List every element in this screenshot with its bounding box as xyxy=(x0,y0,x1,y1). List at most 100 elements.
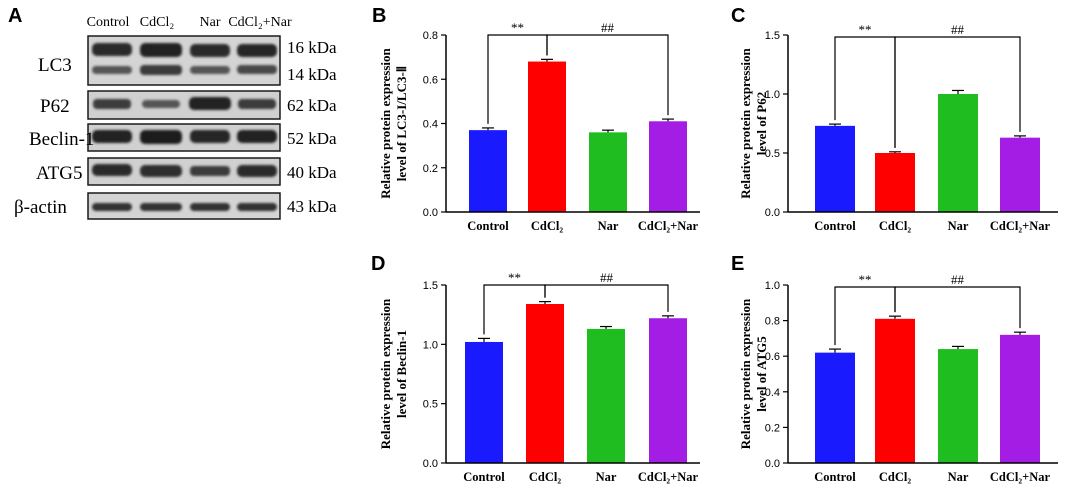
chart-b-y-tick-label-0: 0.0 xyxy=(423,207,438,219)
panel-a: A Control CdCl₂ Nar CdCl₂+Nar LC3 16 kDa… xyxy=(8,5,337,220)
chart-d-y-tick-label-1: 0.5 xyxy=(423,399,438,411)
chart-b-category-label-0: Control xyxy=(467,219,509,233)
chart-b-y-axis-label-line-1: level of LC3-I/LC3-Ⅱ xyxy=(394,66,409,181)
chart-e-category-label-3: CdCl₂+Nar xyxy=(990,470,1051,484)
chart-e-category-label-0: Control xyxy=(814,470,856,484)
panel-letter-b: B xyxy=(372,5,386,27)
chart-c-y-axis-label-line-0: Relative protein expression xyxy=(738,48,753,199)
kda-label-p62: 62 kDa xyxy=(287,96,337,115)
chart-b-bar-0 xyxy=(469,130,507,212)
chart-c-category-label-3: CdCl₂+Nar xyxy=(990,219,1051,233)
protein-label-lc3: LC3 xyxy=(38,55,72,76)
kda-label-lc3-14: 14 kDa xyxy=(287,65,337,84)
lane-label-control: Control xyxy=(87,15,130,30)
panel-letter-d: D xyxy=(371,253,385,275)
panel-b-lc3-chart: B Control CdCl₂ Nar CdCl₂+Nar 0.0 0.2 0.4 0.6 0.… xyxy=(372,5,700,233)
lane-label-nar: Nar xyxy=(200,15,221,30)
chart-b-bar-1 xyxy=(528,61,566,212)
chart-c-category-label-2: Nar xyxy=(948,219,969,233)
lc3-bands xyxy=(92,43,277,75)
chart-d-y-axis-label-line-1: level of Beclin-1 xyxy=(394,330,409,418)
chart-c-y-axis-label-line-1: level of P62 xyxy=(754,92,769,156)
chart-e-category-label-2: Nar xyxy=(948,470,969,484)
chart-b-error-bar-0 xyxy=(482,127,494,131)
chart-e-error-bar-3 xyxy=(1014,331,1026,335)
chart-c-significance-bracket-1: ## xyxy=(894,22,1021,148)
chart-b-category-label-1: CdCl₂ xyxy=(531,219,563,233)
kda-label-beta-actin: 43 kDa xyxy=(287,197,337,216)
chart-e-y-tick-label-4: 0.8 xyxy=(765,316,780,328)
chart-e-error-bar-0 xyxy=(829,348,841,353)
chart-c-bar-2 xyxy=(938,94,978,212)
chart-c-significance-label-0: ** xyxy=(859,22,872,37)
beta-actin-bands xyxy=(92,203,277,211)
beclin1-bands xyxy=(92,130,277,144)
chart-b-y-tick-label-3: 0.6 xyxy=(423,74,438,86)
chart-d-category-label-0: Control xyxy=(463,470,505,484)
chart-d-bar-1 xyxy=(526,303,564,463)
chart-d-error-bar-0 xyxy=(478,337,490,342)
chart-c-bar-3 xyxy=(1000,137,1040,212)
lane-label-cdcl2: CdCl₂ xyxy=(140,15,175,30)
chart-d-error-bar-3 xyxy=(662,315,674,319)
chart-b-error-bar-2 xyxy=(602,129,614,133)
kda-label-atg5: 40 kDa xyxy=(287,163,337,182)
chart-b-bar-3 xyxy=(649,121,687,212)
chart-c-error-bar-3 xyxy=(1014,135,1026,138)
chart-e-error-bar-2 xyxy=(952,345,964,350)
chart-d-category-label-2: Nar xyxy=(596,470,617,484)
chart-c-y-tick-label-3: 1.5 xyxy=(765,30,780,42)
protein-label-beclin1: Beclin-1 xyxy=(29,129,94,150)
chart-c-y-tick-label-0: 0.0 xyxy=(765,207,780,219)
chart-e-y-tick-label-3: 0.6 xyxy=(765,351,780,363)
chart-d-significance-bracket-1: ## xyxy=(544,270,669,312)
panel-c-p62-chart: C Control CdCl₂ Nar CdCl₂+Nar 0.0 0.5 1.0 1.5 Re… xyxy=(731,5,1058,233)
chart-e-y-tick-label-0: 0.0 xyxy=(765,458,780,470)
chart-e-y-tick-label-2: 0.4 xyxy=(765,387,780,399)
chart-b-significance-label-1: ## xyxy=(601,20,615,35)
chart-e-bar-0 xyxy=(815,352,855,463)
chart-e-error-bar-1 xyxy=(889,315,901,319)
chart-d-error-bar-2 xyxy=(600,325,612,329)
chart-d-significance-label-1: ## xyxy=(600,270,614,285)
chart-c-category-label-0: Control xyxy=(814,219,856,233)
chart-b-significance-bracket-1: ## xyxy=(546,20,669,116)
panel-e-atg5-chart: E Control CdCl₂ Nar CdCl₂+Nar 0.0 0.2 0.4 0.6 0.… xyxy=(731,253,1058,484)
chart-c-bar-1 xyxy=(875,153,915,212)
chart-d-bar-0 xyxy=(465,341,503,463)
protein-label-atg5: ATG5 xyxy=(36,163,82,184)
chart-d-bar-2 xyxy=(587,328,625,463)
chart-e-bar-1 xyxy=(875,318,915,463)
panel-d-beclin1-chart: D Control CdCl₂ Nar CdCl₂+Nar 0.0 0.5 1.0 1.5 Re… xyxy=(371,253,700,484)
chart-e-significance-label-0: ** xyxy=(859,272,872,287)
chart-e-significance-bracket-1: ## xyxy=(894,272,1021,329)
chart-b-error-bar-3 xyxy=(662,118,674,122)
chart-d-category-label-3: CdCl₂+Nar xyxy=(638,470,699,484)
chart-b-category-label-2: Nar xyxy=(598,219,619,233)
chart-d-y-axis-label-line-0: Relative protein expression xyxy=(378,298,393,449)
chart-e-category-label-1: CdCl₂ xyxy=(879,470,911,484)
atg5-bands xyxy=(92,164,277,177)
panel-letter-e: E xyxy=(731,253,744,275)
chart-d-bar-3 xyxy=(649,318,687,463)
protein-label-beta-actin: β-actin xyxy=(14,197,67,218)
chart-e-y-axis-label-line-0: Relative protein expression xyxy=(738,298,753,449)
chart-d-category-label-1: CdCl₂ xyxy=(529,470,561,484)
chart-e-y-axis-label-line-1: level of ATG5 xyxy=(754,336,769,412)
chart-c-y-tick-label-1: 0.5 xyxy=(765,148,780,160)
protein-label-p62: P62 xyxy=(40,96,70,117)
chart-e-y-tick-label-1: 0.2 xyxy=(765,422,780,434)
chart-c-error-bar-1 xyxy=(889,151,901,153)
chart-b-y-tick-label-4: 0.8 xyxy=(423,30,438,42)
chart-e-bar-3 xyxy=(1000,334,1040,463)
chart-b-y-tick-label-1: 0.2 xyxy=(423,163,438,175)
chart-b-bar-2 xyxy=(589,132,627,212)
panel-letter-a: A xyxy=(8,5,22,27)
chart-c-error-bar-2 xyxy=(952,89,964,94)
chart-d-error-bar-1 xyxy=(539,301,551,304)
p62-bands xyxy=(93,97,276,110)
chart-e-significance-label-1: ## xyxy=(951,272,965,287)
chart-b-category-label-3: CdCl₂+Nar xyxy=(638,219,699,233)
chart-b-y-tick-label-2: 0.4 xyxy=(423,119,438,131)
chart-e-bar-2 xyxy=(938,349,978,463)
